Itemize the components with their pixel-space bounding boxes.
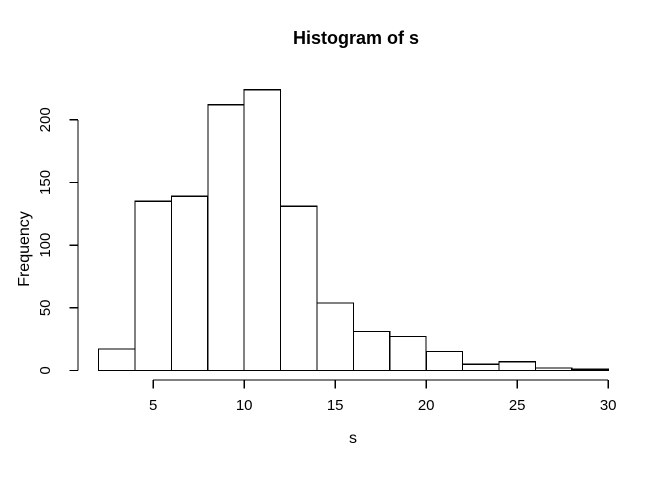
histogram-bar: [534, 367, 573, 372]
histogram-bar: [98, 348, 136, 372]
histogram-bar: [571, 368, 609, 372]
y-tick-label: 150: [37, 170, 54, 195]
x-tick-label: 25: [509, 397, 526, 414]
histogram-bar: [280, 205, 318, 372]
chart-layer: 0 50 100 150 200 5 10 15 20 25 30: [37, 89, 617, 414]
histogram-bar: [207, 104, 245, 372]
x-tick-label: 10: [236, 397, 253, 414]
x-tick-label: 20: [418, 397, 435, 414]
y-tick-label: 50: [37, 299, 54, 316]
x-axis-label: s: [349, 430, 357, 447]
histogram-bar: [498, 361, 536, 372]
y-tick-label: 100: [37, 233, 54, 258]
histogram-bar: [425, 351, 464, 372]
y-axis-label: Frequency: [16, 211, 33, 287]
x-tick-label: 5: [149, 397, 157, 414]
histogram-bar: [316, 302, 354, 372]
histogram-bar: [243, 89, 282, 372]
histogram-bar: [389, 336, 427, 372]
y-tick-label: 200: [37, 107, 54, 132]
histogram-bar: [462, 363, 500, 372]
chart-title: Histogram of s: [293, 28, 419, 48]
histogram-bar: [352, 331, 391, 372]
x-tick-label: 30: [600, 397, 617, 414]
x-tick-label: 15: [327, 397, 344, 414]
histogram-bar: [134, 200, 172, 372]
histogram-bar: [170, 195, 209, 372]
y-tick-label: 0: [37, 366, 54, 374]
